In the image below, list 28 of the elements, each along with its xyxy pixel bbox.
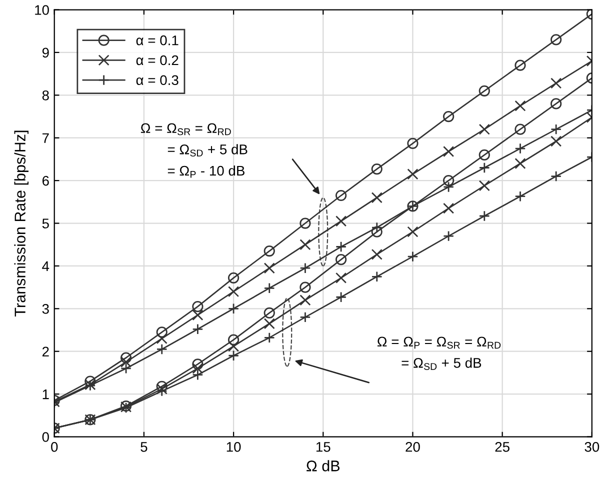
- annotation: Ω = Ω$_{SR}$ = Ω$_{RD}$: [140, 123, 231, 136]
- x-tick-label: 0: [51, 442, 58, 452]
- annotation: = Ω$_{P}$ - 10 dB: [168, 165, 244, 178]
- y-tick-label: 5: [42, 218, 49, 228]
- x-tick-label: 25: [495, 442, 510, 452]
- y-tick-label: 3: [42, 304, 49, 314]
- y-tick-label: 0: [42, 432, 49, 442]
- y-tick-label: 2: [42, 346, 49, 356]
- x-tick-label: 20: [406, 442, 420, 452]
- y-axis-title: Transmission Rate [bps/Hz]: [14, 130, 28, 316]
- legend-label: α = 0.1: [136, 35, 178, 46]
- x-tick-label: 30: [584, 442, 600, 452]
- y-tick-label: 6: [42, 176, 49, 186]
- annotation: Ω = Ω$_{P}$ = Ω$_{SR}$ = Ω$_{RD}$: [377, 336, 501, 349]
- x-tick-label: 15: [316, 442, 330, 452]
- y-tick-label: 10: [35, 5, 49, 15]
- y-tick-label: 4: [42, 261, 50, 271]
- x-tick-label: 10: [226, 442, 241, 452]
- x-axis-title: Ω dB: [306, 460, 340, 472]
- y-tick-label: 9: [42, 48, 49, 58]
- legend-label: α = 0.2: [136, 55, 178, 66]
- annotation: = Ω$_{SD}$ + 5 dB: [402, 358, 482, 370]
- annotation: = Ω$_{SD}$ + 5 dB: [168, 144, 248, 156]
- x-tick-label: 5: [140, 442, 148, 452]
- y-tick-label: 1: [42, 390, 49, 400]
- y-tick-label: 7: [42, 133, 49, 143]
- legend-label: α = 0.3: [136, 75, 178, 86]
- y-tick-label: 8: [42, 90, 49, 100]
